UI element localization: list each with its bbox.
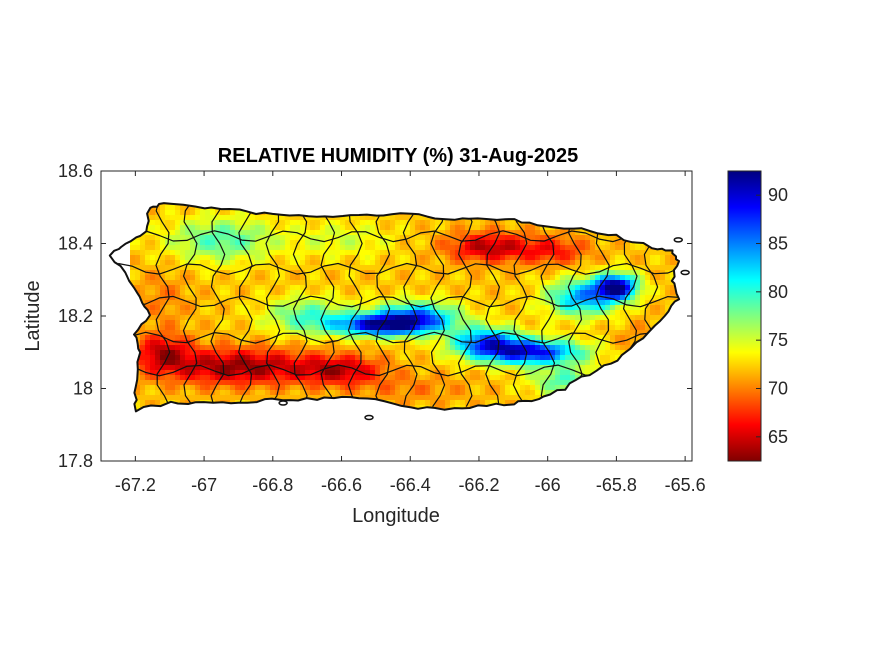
- x-tick-label: -65.8: [596, 475, 637, 495]
- islet: [278, 400, 288, 406]
- x-tick-label: -66.6: [321, 475, 362, 495]
- x-tick-label: -66.2: [458, 475, 499, 495]
- y-axis-label: Latitude: [22, 280, 44, 351]
- y-axis: 17.8 18 18.2 18.4 18.6: [58, 161, 692, 471]
- colorbar-frame: [727, 170, 762, 462]
- colorbar-tick-label: 85: [768, 234, 788, 254]
- y-tick-label: 18.6: [58, 161, 93, 181]
- y-tick-label: 18.2: [58, 306, 93, 326]
- colorbar-ticks: 65 70 75 80 85 90: [756, 185, 788, 447]
- y-tick-label: 18: [73, 379, 93, 399]
- x-tick-label: -67.2: [115, 475, 156, 495]
- y-tick-label: 18.4: [58, 234, 93, 254]
- colorbar-tick-label: 90: [768, 185, 788, 205]
- colorbar-tick-label: 70: [768, 379, 788, 399]
- coastline: [108, 202, 681, 413]
- colorbar: [728, 171, 761, 461]
- map-title: RELATIVE HUMIDITY (%) 31-Aug-2025: [218, 145, 578, 167]
- x-tick-label: -66.4: [390, 475, 431, 495]
- colorbar-tick-label: 75: [768, 330, 788, 350]
- y-tick-label: 17.8: [58, 451, 93, 471]
- x-tick-label: -66: [535, 475, 561, 495]
- x-tick-label: -67: [191, 475, 217, 495]
- colorbar-tick-label: 80: [768, 282, 788, 302]
- x-tick-label: -65.6: [665, 475, 706, 495]
- colorbar-tick-label: 65: [768, 427, 788, 447]
- islet: [364, 414, 374, 421]
- x-axis-label: Longitude: [352, 505, 440, 527]
- x-axis: -67.2 -67 -66.8 -66.6 -66.4 -66.2 -66 -65.8 -65.…: [115, 171, 706, 495]
- islet: [673, 237, 684, 243]
- islet: [680, 269, 690, 276]
- x-tick-label: -66.8: [252, 475, 293, 495]
- islets: [278, 237, 690, 421]
